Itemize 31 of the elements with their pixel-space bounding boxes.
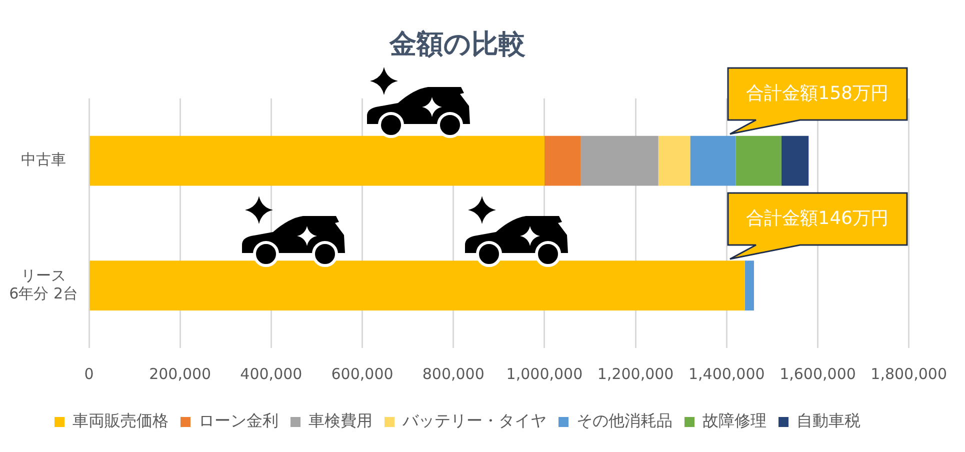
bar: [744, 260, 754, 311]
bar: [580, 136, 658, 186]
x-tick-label: 600,000: [331, 364, 394, 383]
legend-label: 車検費用: [308, 411, 372, 430]
y-tick-label: リース 6年分 2台: [9, 266, 78, 302]
legend-label: 自動車税: [796, 411, 860, 430]
bar: [90, 136, 544, 186]
x-tick-label: 1,000,000: [506, 364, 583, 383]
y-tick-label: 中古車: [21, 150, 66, 169]
x-tick-label: 200,000: [149, 364, 212, 383]
bar: [736, 136, 782, 186]
total-label: 合計金額146万円: [746, 208, 888, 230]
x-tick-label: 1,400,000: [688, 364, 765, 383]
chart-title: 金額の比較: [388, 29, 526, 60]
total-label: 合計金額158万円: [746, 82, 888, 105]
legend-label: バッテリー・タイヤ: [402, 411, 546, 430]
bar: [658, 136, 690, 186]
legend-label: ローン金利: [198, 411, 278, 430]
x-tick-label: 400,000: [240, 364, 302, 383]
x-tick-label: 1,600,000: [780, 364, 856, 383]
bar: [90, 260, 745, 311]
legend-label: 故障修理: [702, 411, 766, 430]
x-tick-label: 1,200,000: [597, 364, 674, 383]
x-tick-label: 0: [84, 364, 94, 383]
x-tick-label: 800,000: [422, 364, 484, 383]
legend-label: その他消耗品: [576, 411, 672, 430]
x-tick-label: 1,800,000: [870, 364, 947, 383]
bar: [781, 136, 809, 186]
legend-label: 車両販売価格: [72, 411, 168, 430]
bar: [690, 136, 736, 186]
bar: [544, 136, 581, 186]
